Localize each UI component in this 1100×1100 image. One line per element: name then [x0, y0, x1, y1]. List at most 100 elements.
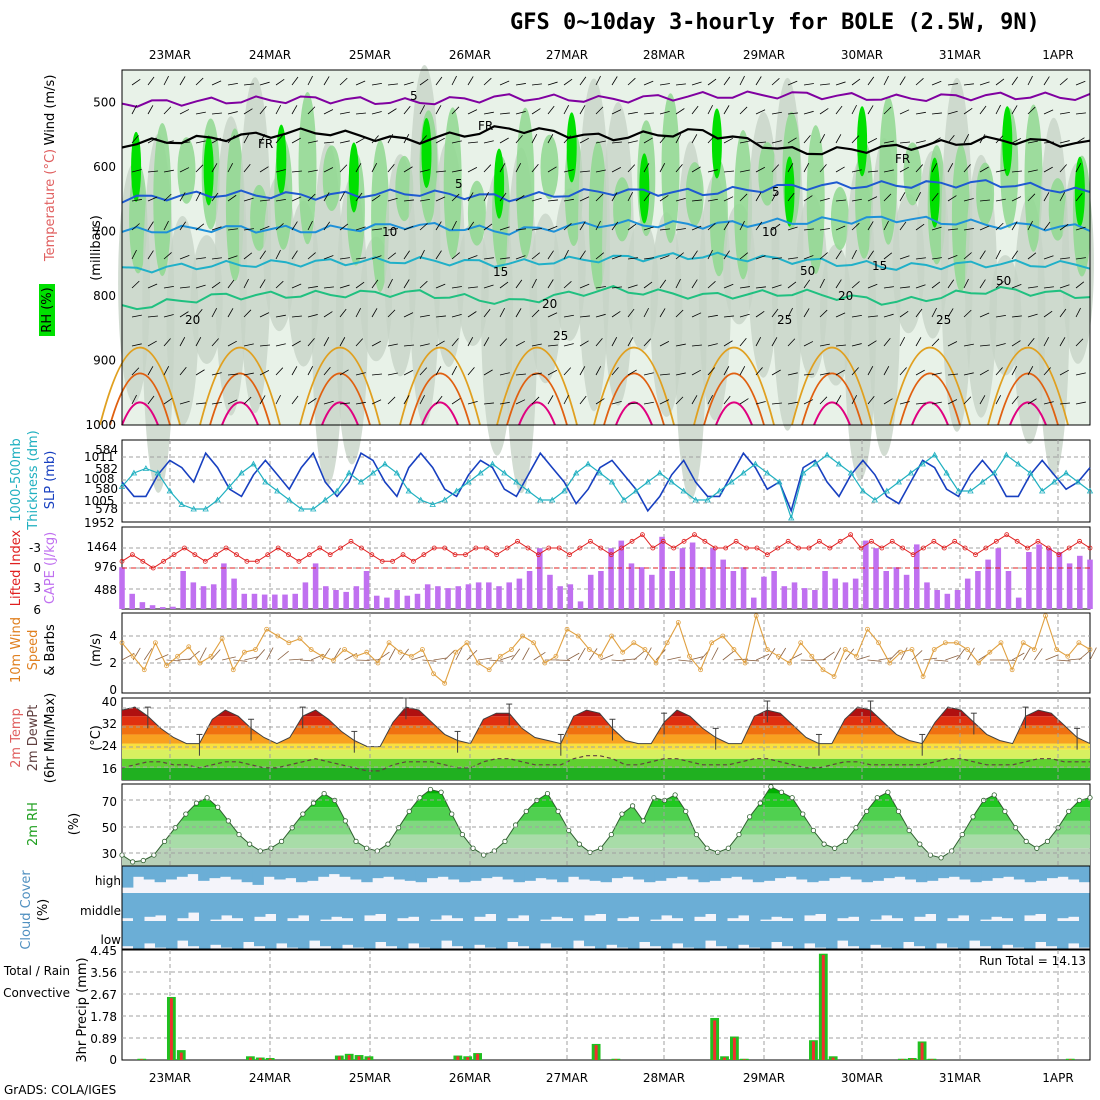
- wind-barb: [323, 192, 330, 202]
- cloud-middle-bar: [881, 893, 893, 916]
- wind-speed-marker: [164, 663, 169, 669]
- cape-bar: [1005, 571, 1012, 609]
- wind-barb: [291, 76, 299, 86]
- wind-barb-10m: [633, 650, 645, 661]
- isotherm-30: [899, 372, 961, 426]
- wind-barb: [371, 162, 378, 173]
- cloud-low-bar: [408, 921, 420, 944]
- lifted-index-marker: [358, 545, 364, 551]
- lifted-index-marker: [764, 552, 770, 558]
- cloud-high-bar: [459, 866, 471, 883]
- wind-barb: [499, 338, 508, 347]
- rh-gray-region: [166, 216, 199, 426]
- wind-barb: [243, 108, 253, 115]
- rh-marker: [629, 803, 636, 809]
- wind-barb: [467, 367, 475, 376]
- rh-gray-region: [1013, 195, 1046, 444]
- temp-tick: 24: [102, 739, 117, 753]
- cloud-middle-bar: [276, 893, 288, 921]
- wind-barb: [291, 250, 298, 260]
- cape-bar: [618, 540, 625, 609]
- wind-barb: [851, 135, 860, 144]
- lifted-index-marker: [869, 538, 874, 544]
- cloud-middle-bar: [221, 893, 233, 916]
- rh-marker: [895, 808, 902, 814]
- wind-barb: [659, 279, 667, 289]
- wind-barb: [691, 105, 699, 115]
- wind-barb: [451, 338, 459, 347]
- rh-marker: [917, 841, 923, 847]
- rh-marker: [608, 831, 614, 838]
- wind-barb-10m: [500, 655, 514, 661]
- thickness-marker: [537, 496, 544, 503]
- wind-barb: [275, 343, 286, 347]
- cloud-middle-bar: [595, 893, 607, 914]
- lifted-index-marker: [1087, 545, 1093, 551]
- cloud-middle-bar: [936, 893, 948, 921]
- lifted-index-marker: [119, 558, 125, 564]
- contour-label: 15: [493, 265, 508, 279]
- wind-barb: [755, 76, 762, 86]
- wind-barb: [547, 166, 557, 173]
- wind-barb: [323, 286, 334, 289]
- wind-barb: [195, 223, 205, 231]
- wind-barb: [819, 343, 830, 347]
- wind-barb: [819, 164, 827, 173]
- thickness-marker: [656, 469, 663, 476]
- wind-barb: [1027, 169, 1038, 173]
- wind-barb: [467, 109, 478, 115]
- wind-speed-marker: [731, 647, 737, 652]
- thickness-marker: [441, 496, 448, 503]
- thickness-marker: [955, 487, 962, 494]
- wind-barb: [291, 196, 302, 202]
- cloud-middle-bar: [661, 893, 673, 916]
- wind-barb: [995, 315, 1006, 318]
- precip-convective-bar: [258, 1058, 262, 1060]
- cape-bar: [638, 567, 645, 609]
- rh-marker: [481, 852, 487, 858]
- wind-barb: [259, 250, 266, 260]
- cloud-high-bar: [687, 866, 699, 880]
- wind-barb: [947, 373, 958, 376]
- rh-marker: [821, 841, 827, 847]
- rh-marker: [842, 838, 848, 845]
- wind-barb: [515, 340, 526, 347]
- cloud-high-bar: [393, 866, 406, 880]
- wind-barb: [835, 81, 846, 86]
- wind-barb-10m: [288, 658, 303, 661]
- cloud-middle-bar: [474, 893, 486, 917]
- cape-bar: [435, 586, 441, 609]
- wind-barb: [835, 199, 846, 202]
- cloud-low-bar: [683, 921, 695, 948]
- rh-marker: [161, 838, 168, 845]
- wind-barb: [595, 286, 606, 289]
- wind-barb: [467, 286, 478, 289]
- wind-barb: [339, 191, 345, 202]
- rh-bright-region: [566, 112, 577, 183]
- cape-bar: [465, 584, 472, 609]
- wind-barb: [515, 279, 523, 289]
- cloud-middle-bar: [650, 893, 662, 920]
- wind-speed-marker: [286, 640, 292, 646]
- wind-barb-10m: [466, 650, 478, 661]
- cloud-middle-bar: [815, 893, 827, 914]
- wind-barb-10m: [566, 652, 580, 661]
- wind-barb: [131, 367, 140, 376]
- wind-barb: [451, 313, 462, 318]
- cloud-high-bar: [154, 866, 167, 883]
- wind-barb: [227, 399, 238, 405]
- wind-barb: [419, 394, 425, 405]
- thickness-marker: [788, 514, 795, 521]
- rh-green-region: [1048, 178, 1067, 241]
- wind-barb: [867, 283, 878, 289]
- cloud-middle-bar: [430, 893, 442, 920]
- wind-barb: [435, 250, 442, 260]
- wind-barb: [643, 338, 652, 347]
- wind-barb: [467, 141, 478, 144]
- thickness-marker: [274, 487, 281, 494]
- cloud-low-bar: [716, 921, 728, 947]
- cloud-low-bar: [309, 921, 321, 941]
- cloud-middle-bar: [848, 893, 860, 917]
- wind-barb: [755, 109, 766, 115]
- cloud-high-bar: [491, 866, 504, 877]
